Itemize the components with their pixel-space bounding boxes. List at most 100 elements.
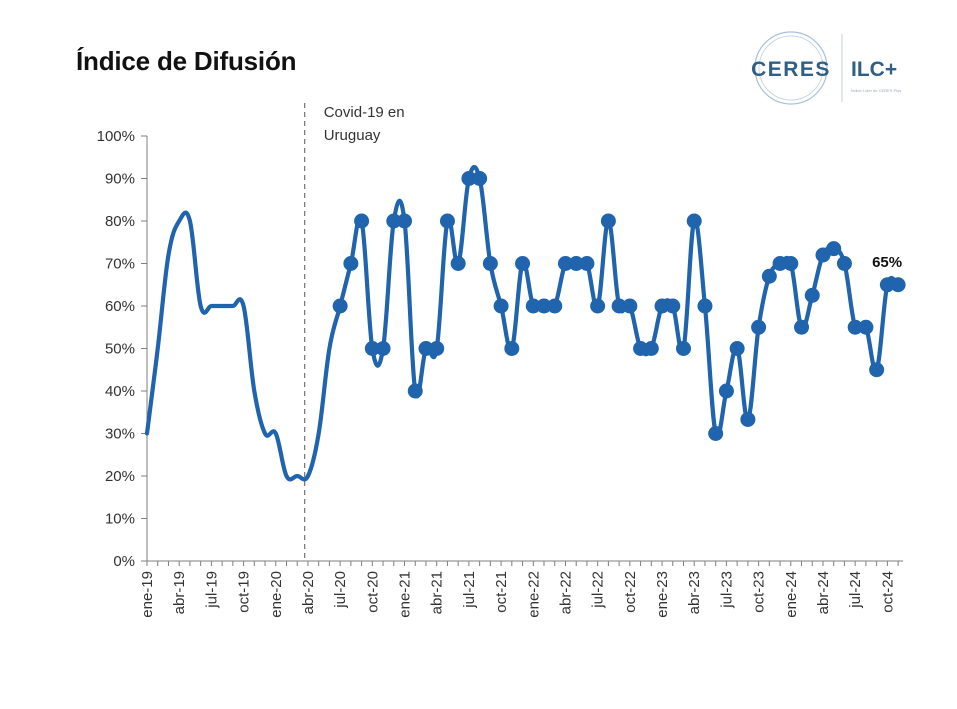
- data-point: [568, 256, 584, 271]
- x-tick-label: ene-24: [783, 571, 800, 618]
- x-axis: ene-19 abr-19 jul-19 oct-19 ene-20 abr-20 jul-…: [139, 560, 904, 618]
- covid-annotation: Covid-19 en Uruguay: [304, 103, 405, 561]
- data-point: [622, 298, 638, 314]
- data-point: [783, 256, 799, 271]
- logo-ilc-text: ILC+: [851, 58, 897, 81]
- data-point: [751, 319, 767, 335]
- x-tick-label: jul-21: [461, 571, 478, 609]
- x-tick-label: ene-21: [397, 571, 414, 618]
- data-point: [611, 298, 627, 314]
- data-point: [708, 426, 724, 441]
- y-tick-label: 50%: [105, 341, 135, 358]
- y-tick-label: 0%: [113, 553, 135, 570]
- data-point: [879, 277, 895, 293]
- x-tick-label: jul-19: [203, 571, 220, 609]
- data-point: [375, 341, 391, 356]
- x-tick-label: abr-21: [429, 571, 446, 614]
- data-point: [397, 213, 413, 229]
- y-tick-label: 100%: [97, 128, 135, 145]
- x-tick-label: ene-19: [139, 571, 156, 618]
- data-point: [590, 298, 606, 314]
- x-tick-label: oct-20: [364, 571, 381, 613]
- y-tick-label: 90%: [105, 171, 135, 188]
- x-tick-label: jul-20: [332, 571, 349, 609]
- data-point: [600, 213, 616, 229]
- x-tick-label: jul-22: [590, 571, 607, 609]
- data-point: [836, 256, 852, 271]
- x-tick-label: oct-23: [751, 571, 768, 613]
- data-point: [418, 341, 434, 356]
- covid-annotation-line1: Covid-19 en: [324, 104, 405, 121]
- y-tick-label: 20%: [105, 468, 135, 485]
- data-point: [547, 298, 563, 314]
- data-point: [847, 319, 863, 335]
- x-tick-label: jul-23: [718, 571, 735, 609]
- last-value-label: 65%: [872, 254, 902, 271]
- x-tick-label: oct-22: [622, 571, 639, 613]
- data-point: [740, 411, 756, 427]
- x-tick-label: abr-22: [557, 571, 574, 614]
- data-point: [407, 383, 423, 399]
- y-tick-label: 40%: [105, 383, 135, 400]
- y-tick-label: 60%: [105, 298, 135, 315]
- data-point: [643, 341, 659, 356]
- data-point: [858, 319, 874, 335]
- data-point: [429, 341, 445, 356]
- data-point: [525, 298, 541, 314]
- series-group: [144, 164, 901, 482]
- data-point: [482, 256, 498, 271]
- logo-ceres-text: CERES: [751, 58, 831, 81]
- data-point: [772, 256, 788, 271]
- data-point: [364, 341, 380, 356]
- data-point: [557, 256, 573, 271]
- x-tick-label: oct-24: [879, 571, 896, 613]
- data-point: [633, 341, 649, 356]
- data-point: [493, 298, 509, 314]
- data-point: [686, 213, 702, 229]
- data-point: [718, 383, 734, 399]
- data-point: [354, 213, 370, 229]
- data-point: [654, 298, 670, 314]
- logo-subtitle: Índice Líder de CERES Plus: [851, 88, 901, 93]
- data-point: [761, 268, 777, 284]
- data-point: [515, 256, 531, 271]
- x-tick-label: ene-22: [525, 571, 542, 618]
- logo-circle-outer: [754, 31, 828, 105]
- y-tick-label: 10%: [105, 511, 135, 528]
- data-point: [826, 241, 842, 257]
- x-tick-label: oct-21: [493, 571, 510, 613]
- data-point: [890, 277, 906, 293]
- chart-title: Índice de Difusión: [76, 46, 297, 76]
- data-point: [676, 341, 691, 356]
- labels-group: 65%: [872, 254, 902, 271]
- data-point: [332, 298, 348, 314]
- y-tick-label: 70%: [105, 256, 135, 273]
- data-point: [697, 298, 713, 314]
- data-point: [439, 213, 455, 229]
- covid-annotation-line2: Uruguay: [324, 127, 381, 144]
- data-point: [729, 341, 745, 356]
- markers-group: [332, 171, 906, 441]
- x-tick-label: ene-20: [268, 571, 285, 618]
- data-point: [386, 213, 402, 229]
- data-point: [869, 362, 885, 378]
- data-point: [343, 256, 359, 271]
- data-point: [461, 171, 477, 186]
- ceres-ilc-logo: CERES ILC+ Índice Líder de CERES Plus: [751, 31, 901, 105]
- y-tick-label: 30%: [105, 426, 135, 443]
- data-point: [794, 319, 810, 335]
- data-point: [450, 256, 466, 271]
- data-point: [536, 298, 552, 314]
- x-tick-label: abr-23: [686, 571, 703, 614]
- x-tick-label: ene-23: [654, 571, 671, 618]
- series-line: [144, 164, 901, 482]
- data-point: [665, 298, 681, 314]
- x-tick-label: oct-19: [236, 571, 253, 613]
- y-tick-label: 80%: [105, 213, 135, 230]
- x-tick-label: jul-24: [847, 571, 864, 609]
- data-point: [472, 171, 488, 186]
- logo-circle-inner: [758, 35, 824, 101]
- data-point: [804, 287, 820, 303]
- x-tick-label: abr-19: [171, 571, 188, 614]
